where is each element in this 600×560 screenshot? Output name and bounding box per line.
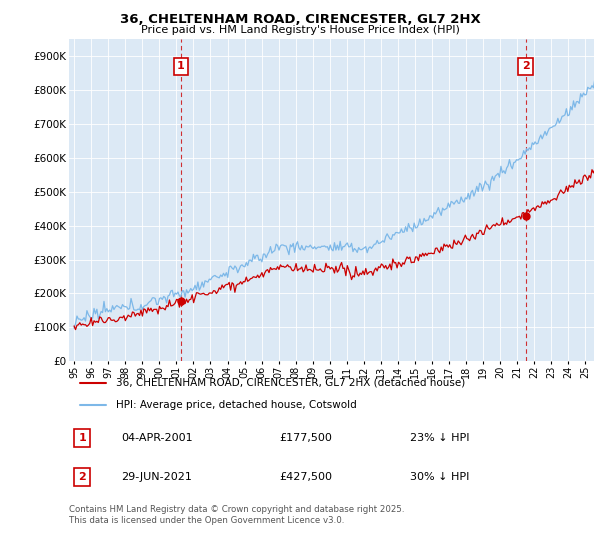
Text: Contains HM Land Registry data © Crown copyright and database right 2025.
This d: Contains HM Land Registry data © Crown c…: [69, 505, 404, 525]
Text: HPI: Average price, detached house, Cotswold: HPI: Average price, detached house, Cots…: [116, 400, 357, 410]
Text: 2: 2: [522, 61, 530, 71]
Text: 29-JUN-2021: 29-JUN-2021: [121, 472, 193, 482]
Text: £177,500: £177,500: [279, 433, 332, 443]
Text: 30% ↓ HPI: 30% ↓ HPI: [410, 472, 470, 482]
Text: Price paid vs. HM Land Registry's House Price Index (HPI): Price paid vs. HM Land Registry's House …: [140, 25, 460, 35]
Text: 36, CHELTENHAM ROAD, CIRENCESTER, GL7 2HX (detached house): 36, CHELTENHAM ROAD, CIRENCESTER, GL7 2H…: [116, 378, 466, 388]
Text: 04-APR-2001: 04-APR-2001: [121, 433, 193, 443]
Text: £427,500: £427,500: [279, 472, 332, 482]
Text: 1: 1: [177, 61, 185, 71]
Text: 1: 1: [78, 433, 86, 443]
Text: 36, CHELTENHAM ROAD, CIRENCESTER, GL7 2HX: 36, CHELTENHAM ROAD, CIRENCESTER, GL7 2H…: [119, 13, 481, 26]
Text: 2: 2: [78, 472, 86, 482]
Text: 23% ↓ HPI: 23% ↓ HPI: [410, 433, 470, 443]
